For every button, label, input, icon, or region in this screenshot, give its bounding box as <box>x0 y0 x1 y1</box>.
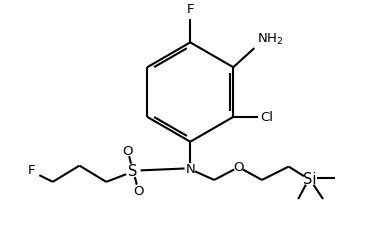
Text: O: O <box>122 144 132 157</box>
Text: Cl: Cl <box>260 111 273 124</box>
Text: F: F <box>28 163 35 176</box>
Text: O: O <box>233 160 243 173</box>
Text: Si: Si <box>303 171 316 186</box>
Text: F: F <box>187 3 194 16</box>
Text: O: O <box>133 184 144 197</box>
Text: S: S <box>128 163 138 178</box>
Text: NH$_2$: NH$_2$ <box>257 32 283 47</box>
Text: N: N <box>185 162 195 175</box>
